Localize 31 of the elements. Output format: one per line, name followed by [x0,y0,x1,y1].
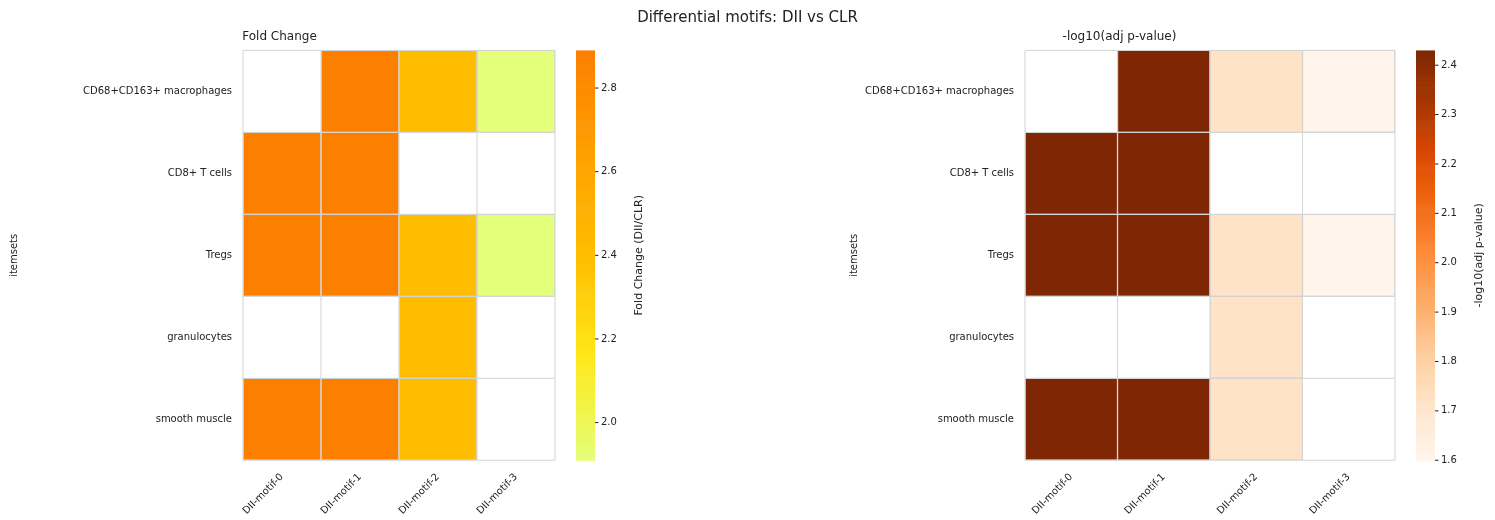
color-bar-label: 2.0 [1441,256,1457,268]
y-tick-label: CD68+CD163+ macrophages [865,84,1015,96]
y-axis-title: itemsets [847,233,859,277]
color-bar-label: 2.3 [1441,108,1457,120]
y-tick-label: granulocytes [949,330,1015,342]
y-tick-label: smooth muscle [937,412,1015,424]
chart-title: -log10(adj p-value) [1062,29,1177,44]
color-bar-label: 2.4 [601,248,617,260]
y-tick-label: CD8+ T cells [949,166,1015,178]
color-bar-title: Fold Change (DII/CLR) [631,195,645,316]
color-bar-label: 2.1 [1441,206,1457,218]
color-bar-label: 2.2 [601,332,617,344]
y-tick-label: CD68+CD163+ macrophages [83,84,233,96]
text: Differential motifs: DII vs CLR [636,8,859,26]
color-bar-label: 1.7 [1441,404,1457,416]
y-tick-label: Tregs [986,248,1015,260]
chart-title: Fold Change [242,29,317,44]
color-bar-label: 1.9 [1441,305,1457,317]
y-tick-label: smooth muscle [155,412,233,424]
color-bar-title: -log10(adj p-value) [1471,203,1485,308]
color-bar-label: 2.0 [601,416,617,428]
y-axis-title: itemsets [7,233,19,277]
y-tick-label: CD8+ T cells [167,166,233,178]
color-bar-label: 2.4 [1441,58,1457,70]
color-bar-label: 1.6 [1441,453,1457,465]
y-tick-label: Tregs [204,248,233,260]
color-bar-label: 2.8 [601,81,617,93]
color-bar-label: 1.8 [1441,355,1457,367]
color-bar-label: 2.2 [1441,157,1457,169]
color-bar-label: 2.6 [601,165,617,177]
y-tick-label: granulocytes [167,330,233,342]
